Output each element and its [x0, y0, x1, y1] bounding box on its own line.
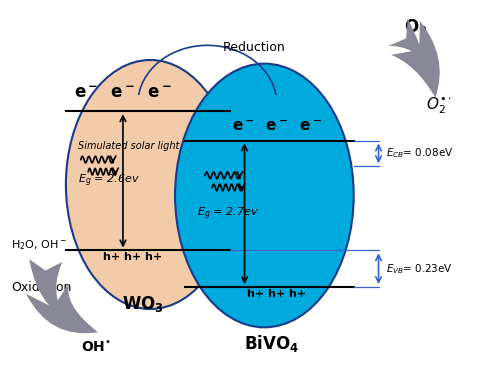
Text: $\mathbf{BiVO_4}$: $\mathbf{BiVO_4}$ — [245, 333, 299, 354]
Text: OH$^{\bullet}$: OH$^{\bullet}$ — [81, 340, 111, 355]
Text: H$_2$O, OH$^-$: H$_2$O, OH$^-$ — [11, 238, 67, 252]
Text: $E_g$ = 2.7ev: $E_g$ = 2.7ev — [198, 206, 259, 222]
Text: Simulated solar light: Simulated solar light — [78, 141, 180, 151]
Text: h+ h+ h+: h+ h+ h+ — [103, 252, 163, 262]
FancyArrowPatch shape — [389, 19, 440, 97]
Text: $E_{VB}$= 0.23eV: $E_{VB}$= 0.23eV — [386, 262, 453, 276]
Text: $E_{CB}$= 0.08eV: $E_{CB}$= 0.08eV — [386, 146, 454, 160]
Ellipse shape — [66, 60, 235, 309]
Ellipse shape — [175, 63, 354, 327]
Text: $\mathbf{e^-}$  $\mathbf{e^-}$  $\mathbf{e^-}$: $\mathbf{e^-}$ $\mathbf{e^-}$ $\mathbf{e… — [232, 119, 322, 134]
Text: $\mathbf{e^-}$  $\mathbf{e^-}$  $\mathbf{e^-}$: $\mathbf{e^-}$ $\mathbf{e^-}$ $\mathbf{e… — [74, 84, 172, 102]
Text: Oxidation: Oxidation — [11, 280, 72, 294]
Text: $E_g$ = 2.6ev: $E_g$ = 2.6ev — [78, 173, 140, 189]
Text: $O_2^{\bullet\cdot}$: $O_2^{\bullet\cdot}$ — [426, 96, 452, 116]
Text: Reduction: Reduction — [223, 41, 286, 54]
Text: $\mathbf{WO_3}$: $\mathbf{WO_3}$ — [122, 293, 164, 314]
FancyArrowPatch shape — [26, 259, 98, 333]
Text: $\mathbf{O_2}$: $\mathbf{O_2}$ — [404, 17, 427, 37]
Text: h+ h+ h+: h+ h+ h+ — [247, 289, 306, 299]
